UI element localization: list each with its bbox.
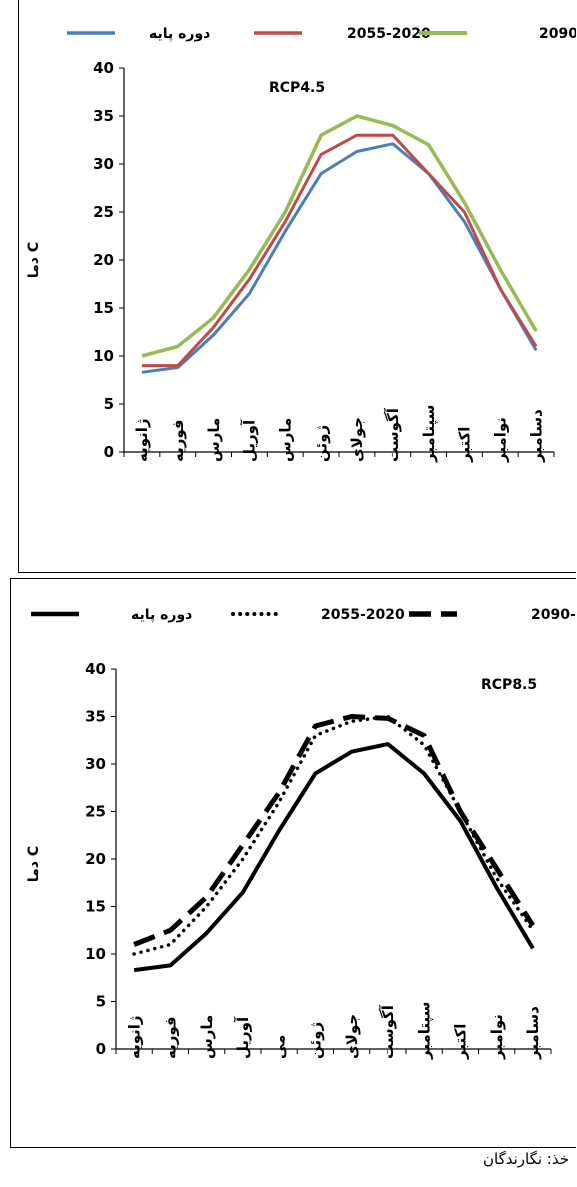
- y-tick-label: 35: [85, 708, 106, 726]
- y-tick-label: 25: [93, 203, 114, 221]
- y-tick-label: 10: [85, 945, 106, 963]
- series-line: [133, 714, 536, 947]
- line-chart-rcp85: 0 5 10 15 20 25 30 35 40 ژانویه فوریه مارس آوریل می ژو…: [26, 607, 577, 1060]
- y-axis-label: دما C: [26, 242, 42, 278]
- series-line: [141, 142, 538, 374]
- legend-label: 2055-2020: [321, 607, 405, 623]
- y-tick-label: 30: [93, 155, 114, 173]
- x-tick-label: آوریل: [234, 1016, 252, 1059]
- x-tick-label: اکتبر: [452, 1024, 470, 1060]
- x-tick-label: آوریل: [241, 419, 259, 462]
- chart-panel-rcp85: 0 5 10 15 20 25 30 35 40 ژانویه فوریه مارس آوریل می ژو…: [10, 578, 577, 1148]
- series-line: [141, 133, 538, 368]
- x-tick-label: ژوئن: [312, 425, 330, 462]
- y-tick-label: 5: [96, 993, 106, 1011]
- y-tick-label: 0: [104, 443, 114, 461]
- x-tick-label: ژانویه: [125, 1015, 143, 1059]
- x-tick-label: فوریه: [162, 1016, 180, 1059]
- scenario-label: RCP4.5: [269, 80, 325, 96]
- source-note: خذ: نگارندگان: [482, 1150, 569, 1168]
- x-tick-label: سپتامبر: [415, 1002, 434, 1060]
- y-tick-label: 0: [96, 1040, 106, 1058]
- y-tick-label: 10: [93, 347, 114, 365]
- series-line: [133, 742, 535, 973]
- x-tick-label: مارس: [205, 418, 223, 462]
- x-tick-label: جولای: [348, 417, 366, 462]
- x-tick-label: نوامبر: [492, 417, 510, 463]
- x-tick-label: دسامبر: [524, 1006, 542, 1060]
- x-tick-label: اکتبر: [456, 427, 474, 463]
- x-tick-label: مارس: [198, 1015, 216, 1059]
- y-tick-label: 40: [85, 660, 106, 678]
- y-tick-label: 20: [93, 251, 114, 269]
- legend-label: 2055-2020: [347, 26, 431, 42]
- y-tick-label: 15: [85, 898, 106, 916]
- x-tick-label: می: [270, 1035, 288, 1059]
- y-tick-label: 35: [93, 107, 114, 125]
- line-chart-rcp45: 0 5 10 15 20 25 30 35 40 ژانویه فوریه مارس آوریل مارس…: [26, 26, 577, 463]
- x-tick-label: دسامبر: [527, 409, 545, 463]
- legend-label: 2090-2056: [539, 26, 576, 42]
- legend-label: 2090-2056: [531, 607, 576, 623]
- y-tick-label: 15: [93, 299, 114, 317]
- x-tick-label: مارس: [277, 418, 295, 462]
- x-tick-label: نوامبر: [488, 1014, 506, 1060]
- x-tick-label: فوریه: [169, 419, 187, 462]
- x-tick-label: سپتامبر: [420, 405, 439, 463]
- series-line: [141, 114, 538, 358]
- x-tick-label: آگوست: [379, 1004, 397, 1059]
- y-tick-label: 30: [85, 755, 106, 773]
- y-tick-label: 25: [85, 803, 106, 821]
- y-axis-label: دما C: [26, 846, 42, 882]
- legend-label: دوره پایه: [131, 607, 192, 623]
- legend-label: دوره پایه: [149, 26, 210, 42]
- y-tick-label: 40: [93, 59, 114, 77]
- x-tick-label: آگوست: [384, 407, 402, 462]
- y-tick-label: 5: [104, 395, 114, 413]
- x-tick-label: جولای: [343, 1014, 361, 1059]
- x-tick-label: ژوئن: [307, 1022, 325, 1059]
- y-tick-label: 20: [85, 850, 106, 868]
- scenario-label: RCP8.5: [481, 677, 537, 693]
- x-tick-label: ژانویه: [133, 418, 151, 462]
- chart-panel-rcp45: 0 5 10 15 20 25 30 35 40 ژانویه فوریه مارس آوریل مارس…: [18, 0, 577, 573]
